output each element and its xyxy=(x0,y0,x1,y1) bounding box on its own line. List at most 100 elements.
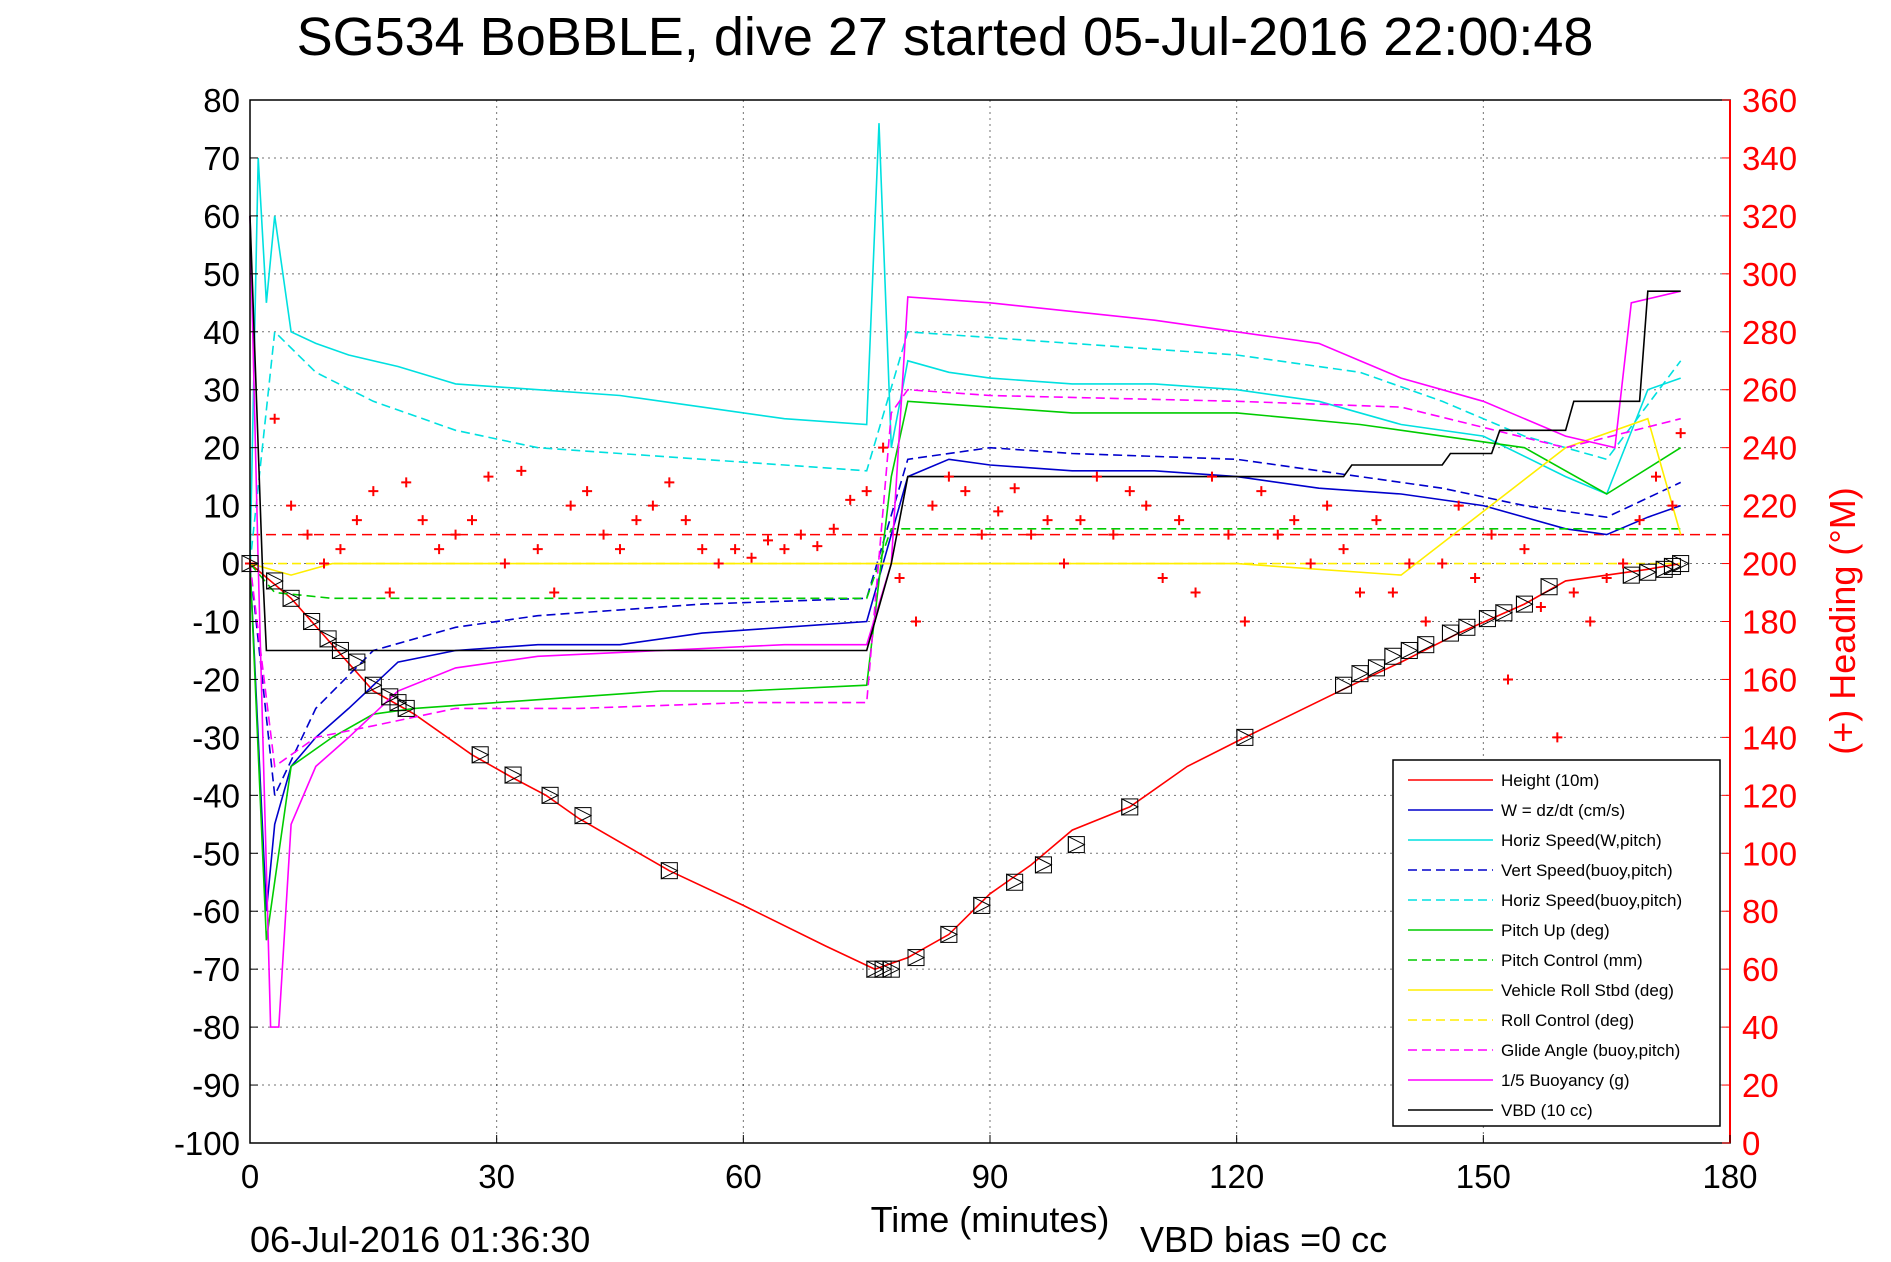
y-tick-label-right: 260 xyxy=(1742,372,1797,409)
height-marker xyxy=(1417,635,1435,654)
heading-point xyxy=(1124,486,1135,497)
heading-point xyxy=(467,515,477,526)
heading-point xyxy=(1634,515,1645,526)
x-tick-label: 30 xyxy=(478,1158,515,1195)
heading-point xyxy=(1009,483,1020,494)
heading-point xyxy=(1272,529,1283,540)
series-line-1 xyxy=(249,458,1681,912)
heading-point xyxy=(763,535,773,546)
heading-point xyxy=(615,544,625,555)
heading-point xyxy=(1108,529,1119,540)
y-tick-label-left: -30 xyxy=(192,719,240,756)
heading-point xyxy=(1420,616,1431,627)
series-line-6 xyxy=(249,527,1681,600)
y-tick-label-left: 80 xyxy=(203,82,240,119)
heading-point xyxy=(828,523,839,534)
heading-point xyxy=(993,506,1004,517)
y-axis-left: 80 70 60 50 40 30 20 10 0 -10 -20 -30 -40 -50 -60 -70 -8… xyxy=(174,82,258,1162)
heading-point xyxy=(434,544,445,555)
height-marker xyxy=(973,896,991,915)
y-tick-label-right: 40 xyxy=(1742,1009,1779,1046)
heading-point xyxy=(582,486,593,497)
x-axis-label: Time (minutes) xyxy=(871,1199,1110,1240)
series-line-9 xyxy=(249,388,1681,768)
heading-point xyxy=(1618,558,1629,569)
heading-point xyxy=(1519,544,1530,555)
footer-vbd-bias: VBD bias =0 cc xyxy=(1140,1219,1387,1260)
heading-point xyxy=(1470,573,1481,584)
heading-point xyxy=(565,500,576,511)
height-marker xyxy=(574,806,593,825)
footer-end-time: 06-Jul-2016 01:36:30 xyxy=(250,1219,590,1260)
heading-point xyxy=(1437,558,1448,569)
x-axis: 0 30 60 90 120 150 180 xyxy=(241,1135,1758,1195)
heading-point xyxy=(1322,500,1333,511)
heading-point xyxy=(1239,616,1250,627)
height-marker xyxy=(348,653,367,671)
heading-point xyxy=(598,529,609,540)
height-marker xyxy=(1515,595,1534,613)
height-marker xyxy=(1367,659,1386,677)
legend-label: Height (10m) xyxy=(1501,771,1599,790)
series-line-2 xyxy=(249,123,1681,564)
legend-label: Vert Speed(buoy,pitch) xyxy=(1501,861,1673,880)
heading-point xyxy=(680,515,691,526)
series-layer xyxy=(249,123,1682,1028)
legend-label: Horiz Speed(buoy,pitch) xyxy=(1501,891,1682,910)
height-marker xyxy=(471,745,490,764)
y-axis-right: 3603403203002802602402202001801601401201… xyxy=(1722,82,1797,1162)
heading-point xyxy=(943,471,954,482)
y-tick-label-right: 240 xyxy=(1742,430,1797,467)
heading-point xyxy=(1026,529,1037,540)
heading-point xyxy=(1651,471,1661,482)
y-tick-label-right: 120 xyxy=(1742,777,1797,814)
y-tick-label-left: -10 xyxy=(192,604,240,641)
height-marker xyxy=(1441,624,1460,642)
y-tick-label-right: 160 xyxy=(1742,661,1797,698)
heading-point xyxy=(730,544,741,555)
heading-point xyxy=(1223,529,1234,540)
height-marker xyxy=(1458,618,1477,637)
x-tick-label: 60 xyxy=(725,1158,762,1195)
heading-point xyxy=(1157,573,1168,584)
height-marker xyxy=(1622,566,1641,584)
heading-point xyxy=(960,486,971,497)
heading-point xyxy=(1404,558,1415,569)
height-marker xyxy=(504,766,523,784)
heading-point xyxy=(1190,587,1201,598)
height-marker xyxy=(882,960,901,978)
heading-point xyxy=(384,587,395,598)
legend-label: 1/5 Buoyancy (g) xyxy=(1501,1071,1630,1090)
heading-point xyxy=(631,515,642,526)
heading-point xyxy=(1059,558,1069,569)
y-tick-label-right: 100 xyxy=(1742,835,1797,872)
y-tick-label-right: 200 xyxy=(1742,546,1797,583)
height-marker xyxy=(1540,577,1559,596)
x-tick-label: 0 xyxy=(241,1158,259,1195)
y-tick-label-right: 360 xyxy=(1742,82,1797,119)
series-line-4 xyxy=(249,330,1682,564)
heading-point xyxy=(713,558,724,569)
height-marker xyxy=(1335,676,1353,695)
heading-point xyxy=(1552,732,1563,743)
heading-point xyxy=(516,465,527,476)
heading-point xyxy=(1568,587,1579,598)
heading-point xyxy=(911,616,921,627)
y-tick-label-right: 340 xyxy=(1742,140,1797,177)
y-tick-label-left: 60 xyxy=(203,198,240,235)
heading-point xyxy=(1075,515,1086,526)
height-marker xyxy=(1495,603,1514,622)
y-tick-label-right: 60 xyxy=(1742,951,1779,988)
y-tick-label-right: 20 xyxy=(1742,1067,1779,1104)
heading-point xyxy=(351,515,362,526)
x-tick-label: 120 xyxy=(1209,1158,1264,1195)
y-tick-label-left: 50 xyxy=(203,256,240,293)
heading-point xyxy=(286,500,297,511)
height-marker xyxy=(331,641,350,660)
heading-point xyxy=(1305,558,1316,569)
y-tick-label-right: 300 xyxy=(1742,256,1797,293)
heading-point xyxy=(532,544,543,555)
heading-point xyxy=(664,477,675,488)
y-tick-label-left: -50 xyxy=(192,835,240,872)
